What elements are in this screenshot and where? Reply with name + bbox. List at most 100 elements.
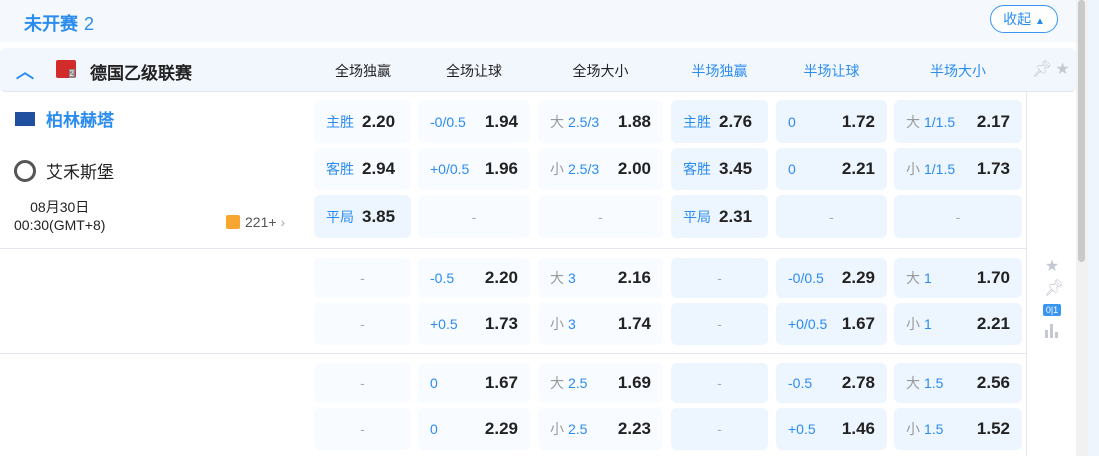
empty-mark: - <box>360 270 365 286</box>
odds-cell-empty: - <box>671 363 768 403</box>
odds-cell-empty: - <box>671 408 768 450</box>
empty-mark: - <box>717 270 722 286</box>
empty-mark: - <box>829 208 834 225</box>
collapse-button[interactable]: 收起 ▲ <box>990 5 1058 33</box>
odds-label: 1 <box>924 270 932 286</box>
odds-value: 1.73 <box>484 314 518 333</box>
odds-value: 1.70 <box>976 268 1010 287</box>
odds-cell[interactable]: 大 2.5 1.69 <box>538 363 663 403</box>
empty-mark: - <box>717 316 722 332</box>
odds-prefix: 大 <box>906 270 920 286</box>
odds-value: 2.29 <box>484 419 518 438</box>
odds-label: 0 <box>788 161 796 177</box>
empty-mark: - <box>360 316 365 332</box>
col-header-ft-1x2: 全场独赢 <box>335 63 391 79</box>
odds-cell[interactable]: 小 1 2.21 <box>894 303 1022 345</box>
bar-chart-icon[interactable] <box>1045 324 1059 338</box>
markets-icon <box>226 215 240 229</box>
right-panel-edge <box>1088 0 1099 456</box>
odds-label: 平局 <box>683 208 711 225</box>
odds-prefix: 小 <box>550 421 564 437</box>
odds-label: 客胜 <box>683 161 711 177</box>
divider <box>1026 92 1027 456</box>
odds-value: 1.52 <box>976 419 1010 438</box>
pin-icon[interactable]: 📌︎ <box>1044 280 1065 297</box>
col-header-ft-total: 全场大小 <box>572 63 629 79</box>
divider <box>0 353 1026 354</box>
odds-cell[interactable]: 客胜 3.45 <box>671 148 768 190</box>
odds-label: -0/0.5 <box>788 270 824 286</box>
odds-value: 2.56 <box>976 373 1010 392</box>
odds-label: 2.5 <box>568 421 588 437</box>
odds-label: 1.5 <box>924 421 944 437</box>
odds-cell[interactable]: 大 1.5 2.56 <box>894 363 1022 403</box>
odds-cell[interactable]: 大 3 2.16 <box>538 258 663 298</box>
odds-prefix: 小 <box>906 161 920 177</box>
odds-cell[interactable]: 0 1.72 <box>776 100 887 143</box>
odds-cell[interactable]: +0/0.5 1.96 <box>418 148 530 190</box>
odds-cell[interactable]: 0 2.29 <box>418 408 530 450</box>
odds-cell[interactable]: 平局 2.31 <box>671 195 768 238</box>
odds-cell[interactable]: -0/0.5 2.29 <box>776 258 887 298</box>
odds-cell[interactable]: 小 2.5 2.23 <box>538 408 663 450</box>
odds-cell[interactable]: 小 2.5/3 2.00 <box>538 148 663 190</box>
odds-cell[interactable]: 大 2.5/3 1.88 <box>538 100 663 143</box>
home-team[interactable]: 柏林赫塔 <box>14 106 114 131</box>
odds-cell[interactable]: 0 1.67 <box>418 363 530 403</box>
odds-cell[interactable]: 小 1/1.5 1.73 <box>894 148 1022 190</box>
odds-value: 2.16 <box>617 268 651 287</box>
odds-value: 2.94 <box>362 159 396 178</box>
odds-cell[interactable]: 平局 3.85 <box>314 195 411 238</box>
odds-cell[interactable]: 大 1 1.70 <box>894 258 1022 298</box>
odds-label: 客胜 <box>326 161 354 177</box>
odds-cell-empty: - <box>538 195 663 238</box>
divider <box>0 248 1026 249</box>
live-score-icon[interactable]: 0|1 <box>1043 304 1061 316</box>
away-team[interactable]: 艾禾斯堡 <box>14 158 114 183</box>
odds-label: 主胜 <box>326 113 354 130</box>
odds-value: 2.21 <box>976 314 1010 333</box>
odds-cell[interactable]: 主胜 2.76 <box>671 100 768 143</box>
odds-cell[interactable]: -0.5 2.20 <box>418 258 530 298</box>
odds-cell[interactable]: +0.5 1.46 <box>776 408 887 450</box>
odds-value: 2.20 <box>484 268 518 287</box>
star-icon[interactable]: ★ <box>1055 61 1073 78</box>
odds-cell[interactable]: -0/0.5 1.94 <box>418 100 530 143</box>
odds-cell[interactable]: -0.5 2.78 <box>776 363 887 403</box>
odds-cell[interactable]: 0 2.21 <box>776 148 887 190</box>
pin-icon[interactable]: 📌︎ <box>1032 61 1056 78</box>
odds-value: 2.17 <box>976 111 1010 131</box>
odds-label: 0 <box>430 421 438 437</box>
odds-cell[interactable]: 主胜 2.20 <box>314 100 411 143</box>
empty-mark: - <box>717 421 722 437</box>
odds-cell-empty: - <box>314 303 411 345</box>
odds-cell[interactable]: 大 1/1.5 2.17 <box>894 100 1022 143</box>
star-icon[interactable]: ★ <box>1044 258 1060 275</box>
league-actions: 📌︎★ <box>1032 59 1073 79</box>
caret-up-icon: ▲ <box>1034 16 1045 27</box>
odds-label: +0/0.5 <box>788 316 828 332</box>
odds-cell[interactable]: +0/0.5 1.67 <box>776 303 887 345</box>
odds-value: 3.45 <box>719 159 753 178</box>
scrollbar-thumb[interactable] <box>1078 0 1085 262</box>
odds-label: +0/0.5 <box>430 161 470 177</box>
more-markets-link[interactable]: 221+ › <box>226 214 285 230</box>
section-header: 未开赛 2 收起 ▲ <box>0 0 1076 42</box>
chevron-up-icon[interactable]: ︿ <box>16 62 34 82</box>
odds-cell[interactable]: 客胜 2.94 <box>314 148 411 190</box>
odds-cell[interactable]: 小 3 1.74 <box>538 303 663 345</box>
odds-label: 3 <box>568 270 576 286</box>
empty-mark: - <box>471 208 477 225</box>
odds-cell-empty: - <box>776 195 887 238</box>
odds-value: 1.46 <box>841 419 875 438</box>
section-title: 未开赛 2 <box>24 14 95 34</box>
match-count: 2 <box>84 14 95 34</box>
odds-cell[interactable]: 小 1.5 1.52 <box>894 408 1022 450</box>
empty-mark: - <box>598 208 603 225</box>
empty-mark: - <box>955 208 961 225</box>
match-datetime: 08月30日 00:30(GMT+8) <box>14 199 106 233</box>
odds-value: 1.69 <box>617 373 651 392</box>
league-header[interactable]: ︿ 德国乙级联赛 全场独赢 全场让球 全场大小 半场独赢 半场让球 半场大小 📌… <box>0 48 1076 92</box>
odds-label: 1 <box>924 316 932 332</box>
odds-cell[interactable]: +0.5 1.73 <box>418 303 530 345</box>
